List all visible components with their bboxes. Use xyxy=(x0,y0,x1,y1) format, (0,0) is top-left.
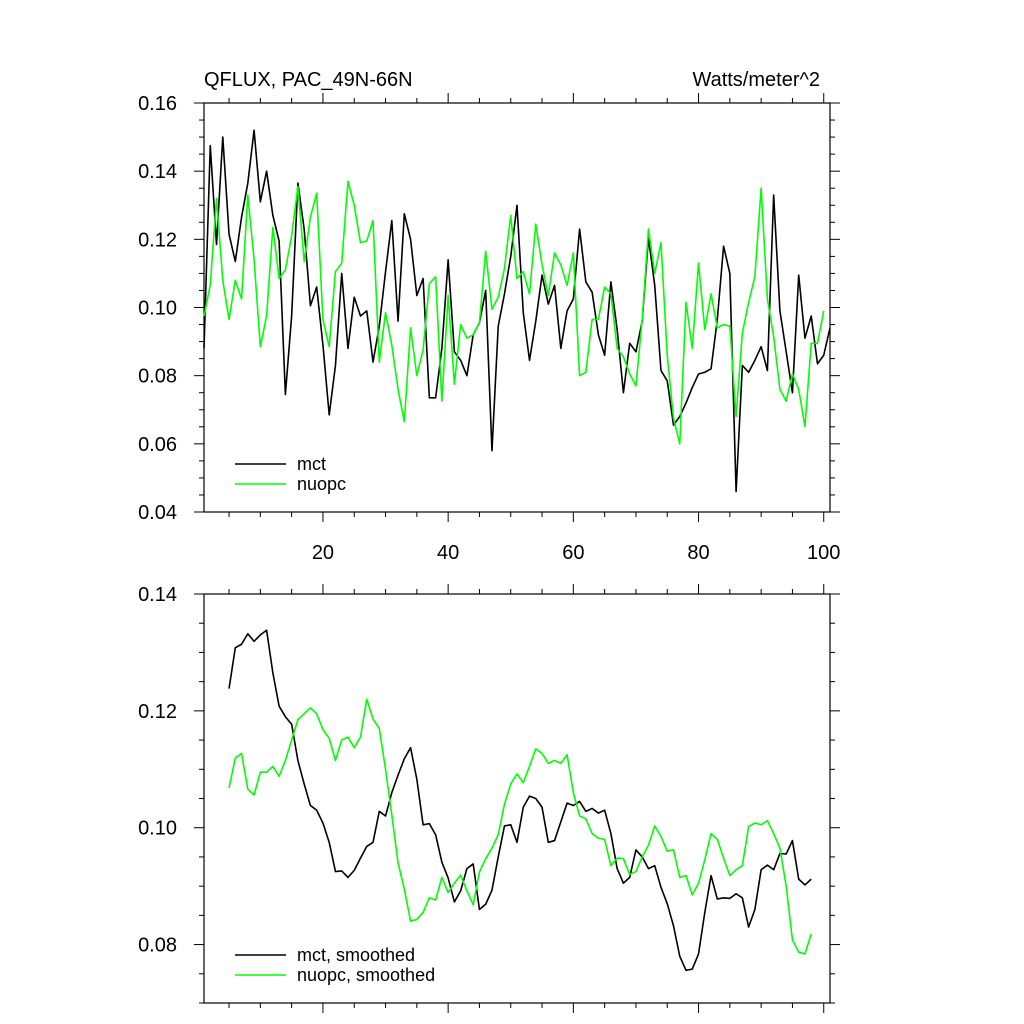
top-x-tick-label: 100 xyxy=(807,542,840,564)
top-y-tick-label: 0.14 xyxy=(138,161,177,183)
top-x-tick-label: 20 xyxy=(312,542,334,564)
top-legend-label: mct xyxy=(297,454,326,474)
top-y-tick-label: 0.10 xyxy=(138,298,177,320)
top-panel: QFLUX, PAC_49N-66N Watts/meter^2 20 40 60 8… xyxy=(138,69,840,564)
top-x-tick-label: 80 xyxy=(687,542,709,564)
bottom-legend-label: mct, smoothed xyxy=(297,945,415,965)
top-y-tick-label: 0.06 xyxy=(138,434,177,456)
top-y-tick-label: 0.04 xyxy=(138,502,177,524)
top-x-tick-label: 60 xyxy=(562,542,584,564)
top-y-tick-label: 0.08 xyxy=(138,366,177,388)
top-y-tick-label: 0.16 xyxy=(138,93,177,115)
top-title-right: Watts/meter^2 xyxy=(692,69,820,91)
top-x-tick-label: 40 xyxy=(437,542,459,564)
bottom-series-line-mct xyxy=(228,629,812,972)
top-legend-label: nuopc xyxy=(297,474,346,494)
bottom-series-line-nuopc xyxy=(228,698,812,955)
bottom-y-tick-label: 0.14 xyxy=(138,584,177,606)
bottom-y-tick-label: 0.12 xyxy=(138,701,177,723)
top-y-tick-label: 0.12 xyxy=(138,229,177,251)
top-plot-frame xyxy=(203,102,831,513)
bottom-y-tick-label: 0.10 xyxy=(138,818,177,840)
bottom-y-tick-label: 0.08 xyxy=(138,935,177,957)
top-series-line-mct xyxy=(203,129,831,493)
bottom-plot-frame xyxy=(203,593,831,1004)
bottom-legend-label: nuopc, smoothed xyxy=(297,965,435,985)
top-series-line-nuopc xyxy=(203,180,825,445)
top-title-left: QFLUX, PAC_49N-66N xyxy=(204,69,413,91)
